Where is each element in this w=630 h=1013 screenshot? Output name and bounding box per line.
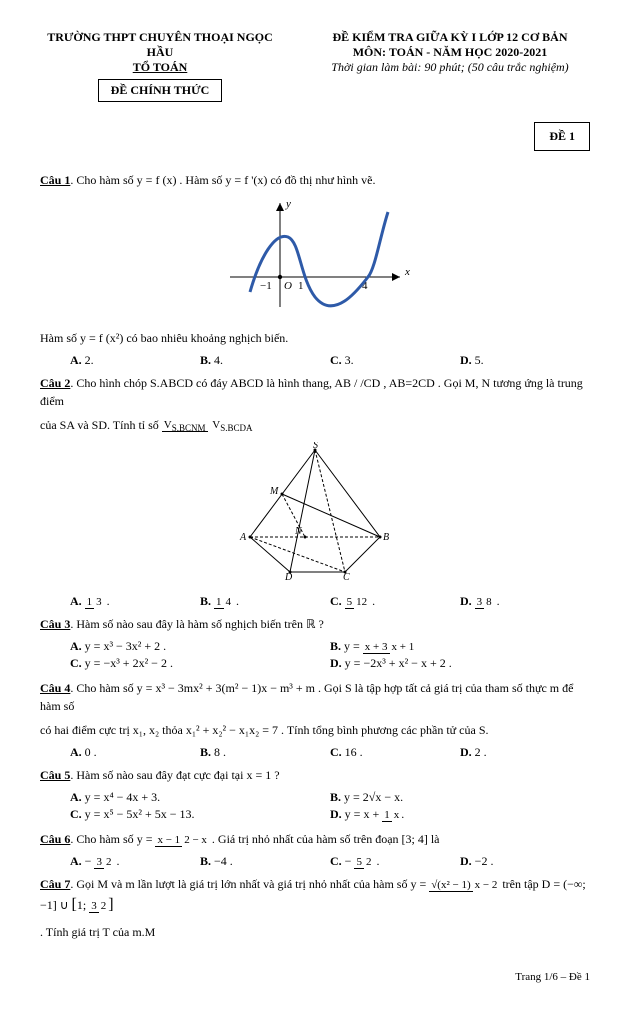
q1-opt-c: C. 3. [330, 353, 460, 368]
q1-text2: Hàm số y = f (x²) có bao nhiêu khoảng ng… [40, 329, 590, 347]
svg-text:N: N [294, 526, 303, 537]
q3-label: Câu 3 [40, 617, 70, 631]
q2-opt-b: B. 14 . [200, 594, 330, 609]
exam-subject: MÔN: TOÁN - NĂM HỌC 2020-2021 [310, 45, 590, 60]
q6-text2: . Giá trị nhỏ nhất của hàm số trên đoạn … [212, 832, 440, 846]
q2-text2: của SA và SD. Tính tỉ số [40, 418, 162, 432]
q3-opt-c: C. y = −x³ + 2x² − 2 . [70, 656, 330, 671]
q4-opt-d: D. 2 . [460, 745, 590, 760]
q4-label: Câu 4 [40, 681, 70, 695]
q2-opt-c: C. 512 . [330, 594, 460, 609]
q4-text2: có hai điểm cực trị x₁, x₂ thỏa x₁² + x₂… [40, 721, 590, 739]
q7-text1: . Gọi M và m lần lượt là giá trị lớn nhấ… [70, 877, 410, 891]
q2-label: Câu 2 [40, 376, 70, 390]
q6-opt-b: B. −4 . [200, 854, 330, 869]
page-footer: Trang 1/6 – Đề 1 [40, 971, 590, 983]
q1-options: A. 2. B. 4. C. 3. D. 5. [70, 353, 590, 368]
header-right: ĐỀ KIỂM TRA GIỮA KỲ I LỚP 12 CƠ BẢN MÔN:… [310, 30, 590, 102]
q5-options: A. y = x⁴ − 4x + 3. B. y = 2√x − x. C. y… [70, 790, 590, 824]
q5-label: Câu 5 [40, 768, 70, 782]
q3-options: A. y = x³ − 3x² + 2 . B. y = x + 3x + 1 … [70, 639, 590, 673]
svg-text:−1: −1 [260, 280, 272, 292]
svg-text:M: M [269, 486, 279, 497]
dept-name: TỔ TOÁN [40, 60, 280, 75]
q6-text1: . Cho hàm số [70, 832, 136, 846]
q7-text3: . Tính giá trị T của m.M [40, 923, 590, 941]
q6-options: A. − 32 . B. −4 . C. − 52 . D. −2 . [70, 854, 590, 869]
q3-opt-b: B. y = x + 3x + 1 [330, 639, 590, 654]
svg-text:A: A [239, 532, 247, 543]
svg-text:C: C [343, 572, 350, 582]
q5-opt-c: C. y = x⁵ − 5x² + 5x − 13. [70, 807, 330, 822]
q4-opt-b: B. 8 . [200, 745, 330, 760]
q3-text: . Hàm số nào sau đây là hàm số nghịch bi… [70, 617, 323, 631]
q5-text: . Hàm số nào sau đây đạt cực đại tại x =… [70, 768, 279, 782]
question-1: Câu 1. Cho hàm số y = f (x) . Hàm số y =… [40, 171, 590, 189]
question-7: Câu 7. Gọi M và m lần lượt là giá trị lớ… [40, 875, 590, 917]
q3-opt-a: A. y = x³ − 3x² + 2 . [70, 639, 330, 654]
q2-pyramid: S A B D C M N [40, 442, 590, 586]
question-2: Câu 2. Cho hình chóp S.ABCD có đáy ABCD … [40, 374, 590, 410]
q4-text1: . Cho hàm số y = x³ − 3mx² + 3(m² − 1)x … [40, 681, 573, 713]
q1-text1: . Cho hàm số y = f (x) . Hàm số y = f '(… [70, 173, 375, 187]
official-box: ĐỀ CHÍNH THỨC [98, 79, 223, 102]
q3-opt-d: D. y = −2x³ + x² − x + 2 . [330, 656, 590, 671]
header-left: TRƯỜNG THPT CHUYÊN THOẠI NGỌC HẦU TỔ TOÁ… [40, 30, 280, 102]
q5-opt-a: A. y = x⁴ − 4x + 3. [70, 790, 330, 805]
q1-label: Câu 1 [40, 173, 70, 187]
q2-ratio: VS.BCNM VS.BCDA [162, 419, 255, 434]
q4-opt-a: A. 0 . [70, 745, 200, 760]
exam-time: Thời gian làm bài: 90 phút; (50 câu trắc… [310, 60, 590, 75]
school-name: TRƯỜNG THPT CHUYÊN THOẠI NGỌC HẦU [40, 30, 280, 60]
exam-code-box: ĐỀ 1 [534, 122, 590, 151]
q1-opt-a: A. 2. [70, 353, 200, 368]
svg-text:D: D [284, 572, 293, 582]
q6-opt-d: D. −2 . [460, 854, 590, 869]
q6-label: Câu 6 [40, 832, 70, 846]
svg-text:1: 1 [298, 280, 304, 292]
page-header: TRƯỜNG THPT CHUYÊN THOẠI NGỌC HẦU TỔ TOÁ… [40, 30, 590, 102]
q6-opt-a: A. − 32 . [70, 854, 200, 869]
q5-opt-d: D. y = x + 1x. [330, 807, 590, 822]
q1-graph: x y −1 O 1 4 [40, 197, 590, 321]
question-4: Câu 4. Cho hàm số y = x³ − 3mx² + 3(m² −… [40, 679, 590, 715]
q5-opt-b: B. y = 2√x − x. [330, 790, 590, 805]
q1-opt-d: D. 5. [460, 353, 590, 368]
q2-text1: . Cho hình chóp S.ABCD có đáy ABCD là hì… [40, 376, 583, 408]
svg-text:x: x [404, 266, 410, 278]
q6-opt-c: C. − 52 . [330, 854, 460, 869]
svg-text:B: B [383, 532, 389, 543]
q2-opt-d: D. 38 . [460, 594, 590, 609]
q7-label: Câu 7 [40, 877, 70, 891]
question-6: Câu 6. Cho hàm số y = x − 12 − x . Giá t… [40, 830, 590, 848]
q2-opt-a: A. 13 . [70, 594, 200, 609]
svg-text:S: S [313, 442, 318, 451]
q1-opt-b: B. 4. [200, 353, 330, 368]
question-5: Câu 5. Hàm số nào sau đây đạt cực đại tạ… [40, 766, 590, 784]
question-3: Câu 3. Hàm số nào sau đây là hàm số nghị… [40, 615, 590, 633]
q2-options: A. 13 . B. 14 . C. 512 . D. 38 . [70, 594, 590, 609]
q4-opt-c: C. 16 . [330, 745, 460, 760]
q2-line2: của SA và SD. Tính tỉ số VS.BCNM VS.BCDA [40, 416, 590, 434]
svg-text:y: y [285, 198, 291, 210]
exam-title: ĐỀ KIỂM TRA GIỮA KỲ I LỚP 12 CƠ BẢN [310, 30, 590, 45]
svg-text:O: O [284, 280, 292, 292]
q4-options: A. 0 . B. 8 . C. 16 . D. 2 . [70, 745, 590, 760]
